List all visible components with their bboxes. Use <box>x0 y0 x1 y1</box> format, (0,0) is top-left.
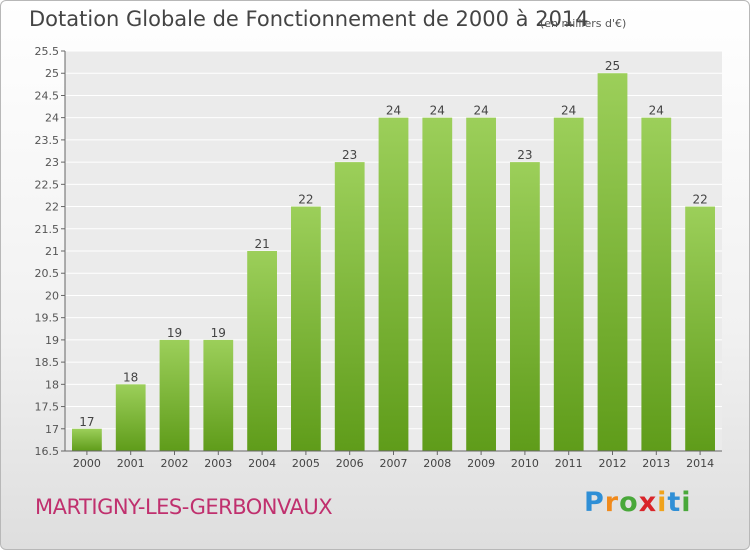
bar-2014 <box>685 206 715 451</box>
bar-2012 <box>597 73 628 451</box>
x-tick-label-2000: 2000 <box>73 457 101 470</box>
x-tick-label-2014: 2014 <box>686 457 714 470</box>
data-label-2006: 23 <box>342 148 357 162</box>
bar-2006 <box>334 162 365 451</box>
y-tick-label: 21 <box>45 245 59 258</box>
data-label-2003: 19 <box>211 326 226 340</box>
data-label-2008: 24 <box>430 104 445 118</box>
data-label-2011: 24 <box>561 104 576 118</box>
data-label-2007: 24 <box>386 104 401 118</box>
bar-2002 <box>159 339 190 451</box>
y-tick-label: 18.5 <box>35 356 60 369</box>
y-tick-label: 25 <box>45 67 59 80</box>
proxiti-logo-letter: o <box>619 487 639 518</box>
y-tick-label: 23.5 <box>35 134 60 147</box>
y-tick-label: 19.5 <box>35 312 60 325</box>
data-label-2004: 21 <box>254 237 269 251</box>
bar-2001 <box>115 384 146 451</box>
x-tick-label-2006: 2006 <box>336 457 364 470</box>
y-tick-label: 24.5 <box>35 89 60 102</box>
bar-2010 <box>510 162 540 451</box>
data-label-2002: 19 <box>167 326 182 340</box>
x-tick-label-2010: 2010 <box>511 457 539 470</box>
x-tick-label-2013: 2013 <box>642 457 670 470</box>
data-label-2010: 23 <box>517 148 532 162</box>
proxiti-logo-letter: P <box>584 487 605 518</box>
proxiti-logo-letter: r <box>604 487 620 518</box>
data-label-2013: 24 <box>649 104 664 118</box>
chart-subtitle: (en milliers d'€) <box>540 17 627 30</box>
commune-name: MARTIGNY-LES-GERBONVAUX <box>35 495 333 519</box>
y-tick-label: 17.5 <box>35 401 60 414</box>
x-tick-label-2002: 2002 <box>161 457 189 470</box>
bar-2005 <box>291 206 321 451</box>
bars <box>72 73 715 452</box>
y-tick-label: 19 <box>45 334 59 347</box>
data-labels: 17 18 19 19 21 22 23 24 24 24 23 24 25 24 22 <box>79 59 707 429</box>
bar-2011 <box>553 117 584 452</box>
y-tick-label: 24 <box>45 112 59 125</box>
x-tick-label-2008: 2008 <box>423 457 451 470</box>
x-tick-label-2001: 2001 <box>117 457 145 470</box>
y-tick-label: 22 <box>45 201 59 214</box>
bar-2000 <box>72 428 102 451</box>
x-tick-label-2011: 2011 <box>555 457 583 470</box>
proxiti-logo: Proxiti <box>584 487 692 518</box>
proxiti-logo-letter: t <box>667 487 682 518</box>
proxiti-logo-letter: x <box>638 487 658 518</box>
bar-2004 <box>247 251 277 451</box>
proxiti-logo-letter: i <box>657 487 668 518</box>
bar-2003 <box>203 339 234 451</box>
data-label-2012: 25 <box>605 59 620 73</box>
y-tick-label: 23 <box>45 156 59 169</box>
x-tick-label-2004: 2004 <box>248 457 276 470</box>
y-tick-label: 22.5 <box>35 178 60 191</box>
data-label-2009: 24 <box>473 104 488 118</box>
y-tick-label: 16.5 <box>35 445 60 458</box>
data-label-2005: 22 <box>298 193 313 207</box>
x-tick-label-2005: 2005 <box>292 457 320 470</box>
proxiti-logo-letter: i <box>681 487 692 518</box>
bar-2007 <box>378 117 409 452</box>
y-tick-label: 21.5 <box>35 223 60 236</box>
x-tick-label-2012: 2012 <box>599 457 627 470</box>
axes: 16.5 17 17.5 18 18.5 19 19.5 20 20.5 21 21.5 22 22.5… <box>35 45 722 470</box>
y-tick-label: 25.5 <box>35 45 60 58</box>
chart-title: Dotation Globale de Fonctionnement de 20… <box>29 7 589 31</box>
bar-2013 <box>641 117 672 452</box>
x-tick-label-2009: 2009 <box>467 457 495 470</box>
y-tick-label: 20 <box>45 289 59 302</box>
bar-2008 <box>422 117 453 452</box>
y-tick-label: 17 <box>45 423 59 436</box>
data-label-2000: 17 <box>79 415 94 429</box>
data-label-2014: 22 <box>692 193 707 207</box>
bar-2009 <box>466 117 496 452</box>
y-tick-label: 20.5 <box>35 267 60 280</box>
y-tick-label: 18 <box>45 378 59 391</box>
data-label-2001: 18 <box>123 370 138 384</box>
x-tick-label-2007: 2007 <box>380 457 408 470</box>
x-tick-label-2003: 2003 <box>204 457 232 470</box>
